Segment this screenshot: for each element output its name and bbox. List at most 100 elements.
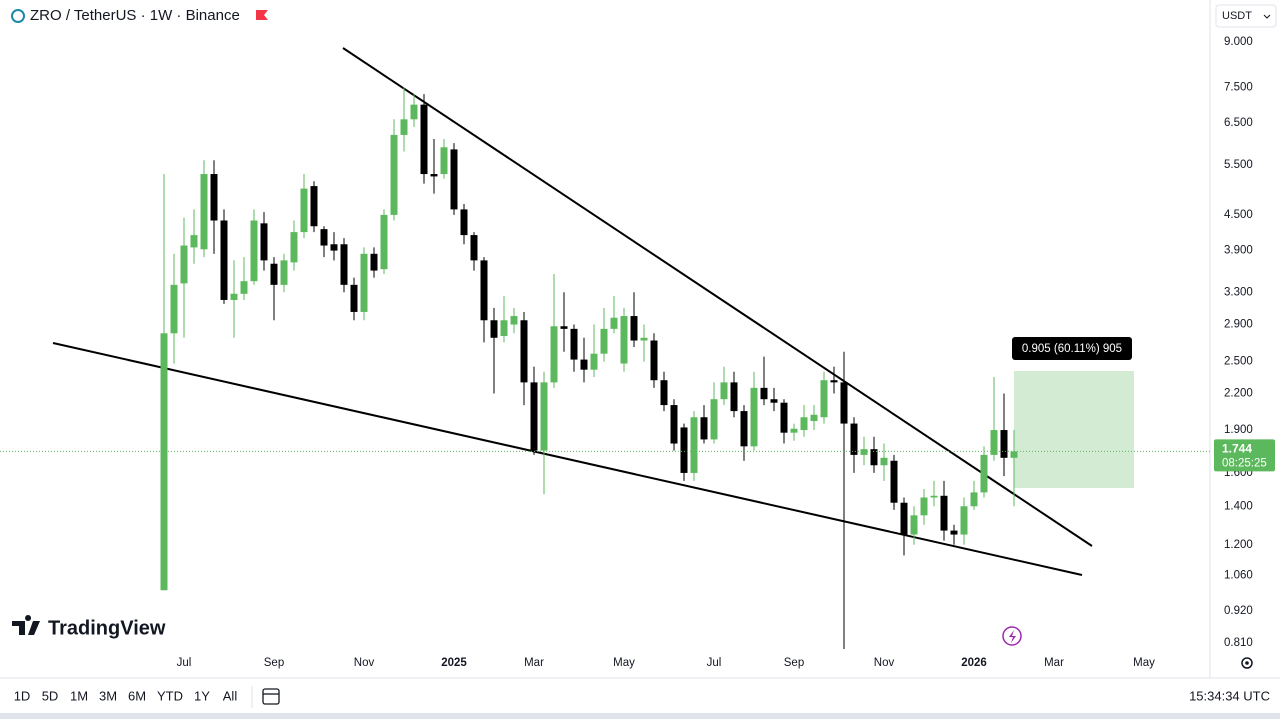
currency-button[interactable]	[1215, 4, 1277, 28]
x-tick-label: Sep	[784, 657, 804, 669]
last-price-box	[1214, 439, 1275, 472]
candle-body	[440, 147, 448, 175]
candle-body	[480, 260, 488, 321]
x-tick-label: Jul	[177, 657, 192, 669]
candle-body	[1010, 451, 1018, 458]
y-tick-label: 6.500	[1224, 117, 1253, 129]
range-button[interactable]: 1D	[14, 688, 31, 703]
candle-body	[180, 245, 188, 284]
candle-body	[800, 417, 808, 431]
candle-body	[370, 253, 378, 271]
date-range-icon[interactable]	[262, 688, 280, 705]
candle-body	[610, 317, 618, 329]
currency-label[interactable]: USDT	[1222, 10, 1252, 22]
candle-body	[220, 220, 228, 300]
measure-label: 0.905 (60.11%) 905	[1022, 343, 1122, 355]
candle-body	[910, 515, 918, 535]
candle-body	[190, 235, 198, 248]
candle-body	[540, 382, 548, 451]
candle-body	[300, 188, 308, 233]
candle-body	[900, 502, 908, 535]
x-tick-label: Jul	[707, 657, 722, 669]
candle-body	[550, 326, 558, 383]
candle-body	[380, 214, 388, 270]
event-icon[interactable]	[1002, 626, 1022, 646]
last-price-label: 1.744	[1222, 442, 1252, 456]
candle-body	[640, 337, 648, 341]
x-tick-label: 2026	[961, 657, 987, 669]
measure-label-bg	[1012, 337, 1132, 360]
logo-text: TradingView	[48, 617, 166, 639]
candle-body	[230, 293, 238, 300]
candle-body	[680, 427, 688, 473]
flag-icon[interactable]	[256, 10, 268, 20]
candle-body	[830, 380, 838, 383]
candle-body	[770, 399, 778, 403]
candle-body	[250, 220, 258, 282]
candle-body	[990, 430, 998, 455]
range-button[interactable]: 6M	[128, 688, 146, 703]
settings-icon[interactable]	[1241, 657, 1253, 669]
candle-body	[790, 428, 798, 433]
trendline-upper	[342, 47, 1093, 547]
candle-body	[860, 449, 868, 455]
settings-icon-center	[1245, 661, 1249, 665]
candle-body	[880, 457, 888, 466]
candle-body	[360, 253, 368, 312]
y-tick-label: 5.500	[1224, 159, 1253, 171]
y-tick-label: 1.060	[1224, 570, 1253, 582]
candle-body	[820, 380, 828, 418]
x-tick-label: May	[613, 657, 635, 669]
candle-body	[500, 320, 508, 336]
x-tick-label: Mar	[524, 657, 544, 669]
symbol-icon	[11, 9, 25, 23]
y-tick-label: 7.500	[1224, 81, 1253, 93]
range-button[interactable]: 1M	[70, 688, 88, 703]
candle-body	[810, 414, 818, 422]
candle-body	[420, 104, 428, 175]
candle-body	[280, 260, 288, 285]
countdown-label: 08:25:25	[1222, 457, 1267, 469]
candle-body	[470, 235, 478, 261]
candle-body	[600, 328, 608, 354]
event-icon-bolt	[1009, 630, 1016, 643]
range-button[interactable]: 1Y	[194, 688, 210, 703]
candle-body	[510, 316, 518, 325]
candle-body	[210, 174, 218, 221]
candle-body	[430, 174, 438, 177]
candle-body	[390, 134, 398, 215]
y-tick-label: 3.900	[1224, 245, 1253, 257]
range-button[interactable]: 5D	[42, 688, 59, 703]
y-tick-label: 2.200	[1224, 387, 1253, 399]
candle-body	[590, 353, 598, 370]
y-tick-label: 0.920	[1224, 605, 1253, 617]
range-button[interactable]: All	[223, 688, 238, 703]
logo-icon	[12, 615, 40, 635]
x-tick-label: Nov	[874, 657, 895, 669]
candle-body	[580, 359, 588, 370]
candle-body	[740, 411, 748, 447]
candle-body	[920, 497, 928, 516]
candle-body	[940, 495, 948, 531]
candle-body	[930, 495, 938, 498]
range-button[interactable]: YTD	[157, 688, 183, 703]
x-tick-label: Sep	[264, 657, 284, 669]
candle-body	[850, 423, 858, 455]
candle-body	[260, 223, 268, 261]
candle-body	[240, 281, 248, 294]
candle-body	[290, 232, 298, 263]
candle-body	[490, 320, 498, 338]
y-tick-label: 4.500	[1224, 209, 1253, 221]
chart-title[interactable]: ZRO / TetherUS · 1W · Binance	[30, 7, 240, 24]
range-button[interactable]: 3M	[99, 688, 117, 703]
y-tick-label: 2.500	[1224, 356, 1253, 368]
x-tick-label: May	[1133, 657, 1155, 669]
candle-body	[950, 530, 958, 535]
candle-body	[200, 174, 208, 250]
clock[interactable]: 15:34:34 UTC	[1189, 688, 1270, 703]
candle-body	[630, 316, 638, 341]
candle-body	[760, 387, 768, 400]
y-tick-label: 0.810	[1224, 637, 1253, 649]
y-tick-label: 2.900	[1224, 319, 1253, 331]
